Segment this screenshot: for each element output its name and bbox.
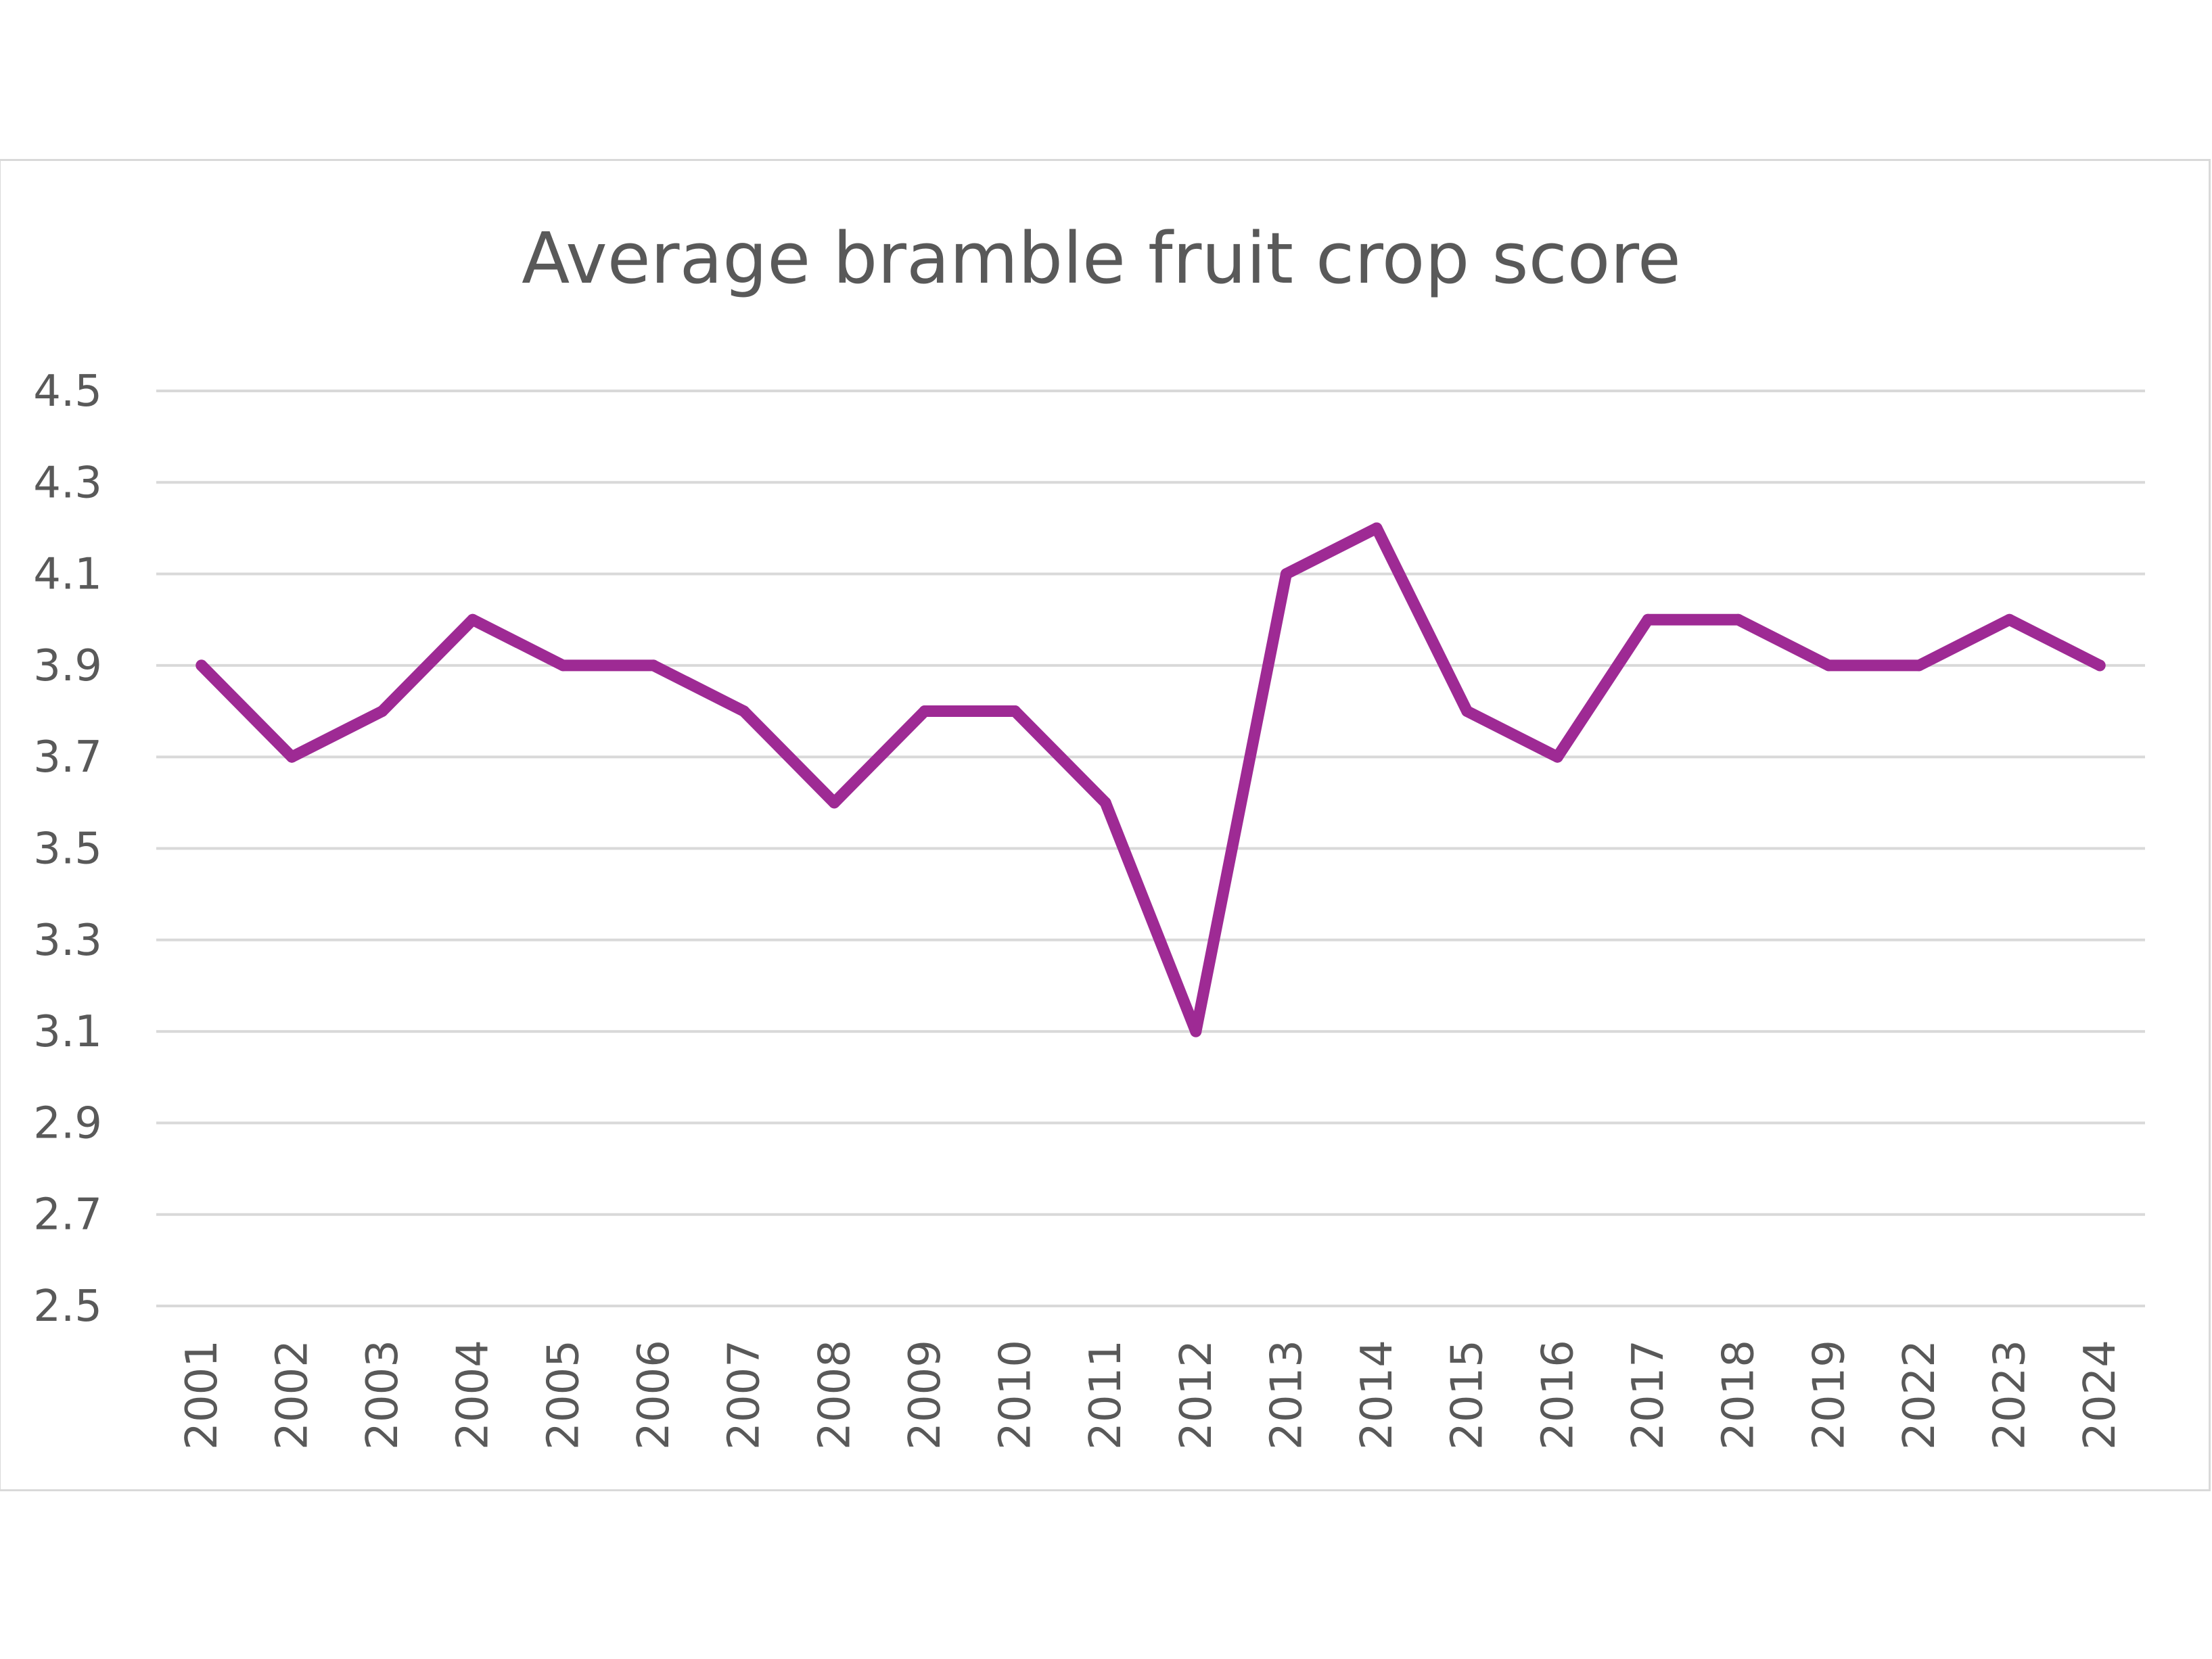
x-tick-label: 2009	[900, 1340, 950, 1450]
data-point	[1913, 659, 1925, 672]
data-point	[1280, 568, 1292, 580]
data-point	[738, 705, 750, 718]
data-point	[2094, 659, 2106, 672]
data-point	[1822, 659, 1835, 672]
data-point	[2004, 613, 2016, 626]
x-tick-label: 2015	[1443, 1340, 1493, 1450]
data-point	[1461, 705, 1473, 718]
y-tick-label: 3.9	[33, 641, 102, 691]
y-tick-label: 3.7	[33, 732, 102, 782]
x-tick-label: 2002	[267, 1340, 317, 1450]
y-tick-label: 3.1	[33, 1007, 102, 1057]
x-tick-label: 2011	[1081, 1340, 1131, 1450]
y-tick-label: 4.3	[33, 458, 102, 508]
chart-frame: Average bramble fruit crop score 4.5 4.3 4…	[0, 159, 2211, 1491]
x-tick-label: 2018	[1714, 1340, 1764, 1450]
x-tick-label: 2013	[1262, 1340, 1312, 1450]
y-tick-label: 2.7	[33, 1190, 102, 1240]
data-point	[1551, 751, 1563, 763]
y-tick-label: 2.5	[33, 1282, 102, 1332]
data-point	[1190, 1025, 1202, 1037]
x-tick-label: 2017	[1623, 1340, 1674, 1450]
data-point	[195, 659, 208, 672]
data-point	[467, 613, 479, 626]
x-tick-label: 2022	[1895, 1340, 1945, 1450]
chart-title: Average bramble fruit crop score	[522, 217, 1681, 300]
data-point	[647, 659, 660, 672]
data-point	[1099, 797, 1111, 809]
x-tick-label: 2004	[448, 1340, 499, 1450]
series-line	[195, 522, 2106, 1037]
data-point	[285, 751, 298, 763]
y-tick-label: 2.9	[33, 1098, 102, 1148]
y-tick-label: 3.5	[33, 824, 102, 874]
data-point	[1370, 522, 1383, 534]
x-tick-label: 2007	[720, 1340, 770, 1450]
gridlines	[156, 390, 2145, 1307]
x-tick-label: 2024	[2075, 1340, 2125, 1450]
series-layer	[195, 522, 2106, 1037]
x-tick-label: 2008	[810, 1340, 860, 1450]
x-tick-label: 2006	[629, 1340, 679, 1450]
x-tick-label: 2023	[1985, 1340, 2035, 1450]
y-tick-label: 3.3	[33, 916, 102, 966]
data-point	[919, 705, 931, 718]
y-tick-label: 4.1	[33, 550, 102, 600]
x-tick-label: 2003	[358, 1340, 408, 1450]
data-point	[1009, 705, 1021, 718]
y-axis-ticks: 4.5 4.3 4.1 3.9 3.7 3.5 3.3 3.1 2.9 2.7 2.5	[33, 367, 102, 1332]
y-tick-label: 4.5	[33, 367, 102, 417]
x-tick-label: 2014	[1352, 1340, 1402, 1450]
x-tick-label: 2012	[1172, 1340, 1222, 1450]
data-point	[828, 797, 840, 809]
data-point	[1642, 613, 1654, 626]
line-chart: Average bramble fruit crop score 4.54.34…	[33, 217, 2145, 1450]
data-point	[557, 659, 569, 672]
data-point	[1732, 613, 1745, 626]
x-tick-label: 2016	[1533, 1340, 1583, 1450]
x-axis-ticks: 2001 2002 2003 2004 2005 2006 2007 2008 2009 2010…	[177, 1340, 2125, 1450]
data-point	[376, 705, 388, 718]
x-tick-label: 2019	[1804, 1340, 1854, 1450]
x-tick-label: 2010	[991, 1340, 1041, 1450]
x-tick-label: 2005	[538, 1340, 589, 1450]
x-tick-label: 2001	[177, 1340, 227, 1450]
